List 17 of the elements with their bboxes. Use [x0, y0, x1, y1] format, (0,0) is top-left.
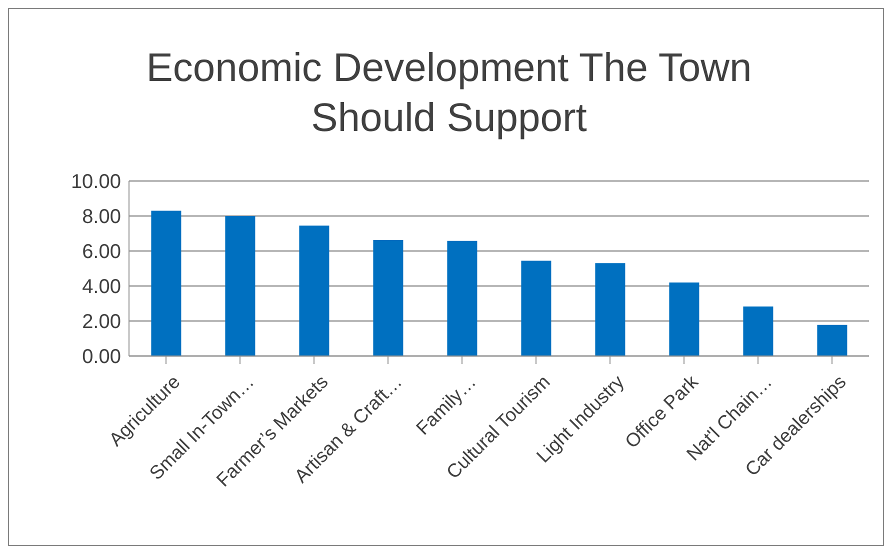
bar	[151, 210, 182, 356]
bar	[225, 216, 256, 356]
y-tick-label: 8.00	[82, 206, 121, 228]
y-tick-label: 2.00	[82, 311, 121, 334]
y-tick-label: 10.00	[70, 171, 121, 194]
bar	[521, 260, 552, 356]
y-tick-label: 4.00	[82, 276, 121, 298]
bar	[299, 226, 330, 356]
bar	[669, 282, 700, 356]
bar	[817, 324, 848, 356]
bar	[743, 306, 774, 356]
bar	[595, 263, 626, 356]
y-tick-label: 6.00	[82, 241, 121, 264]
bar	[373, 240, 404, 356]
bar	[447, 240, 478, 356]
y-tick-label: 0.00	[82, 346, 121, 368]
chart-title: Economic Development The Town Should Support	[145, 45, 753, 142]
